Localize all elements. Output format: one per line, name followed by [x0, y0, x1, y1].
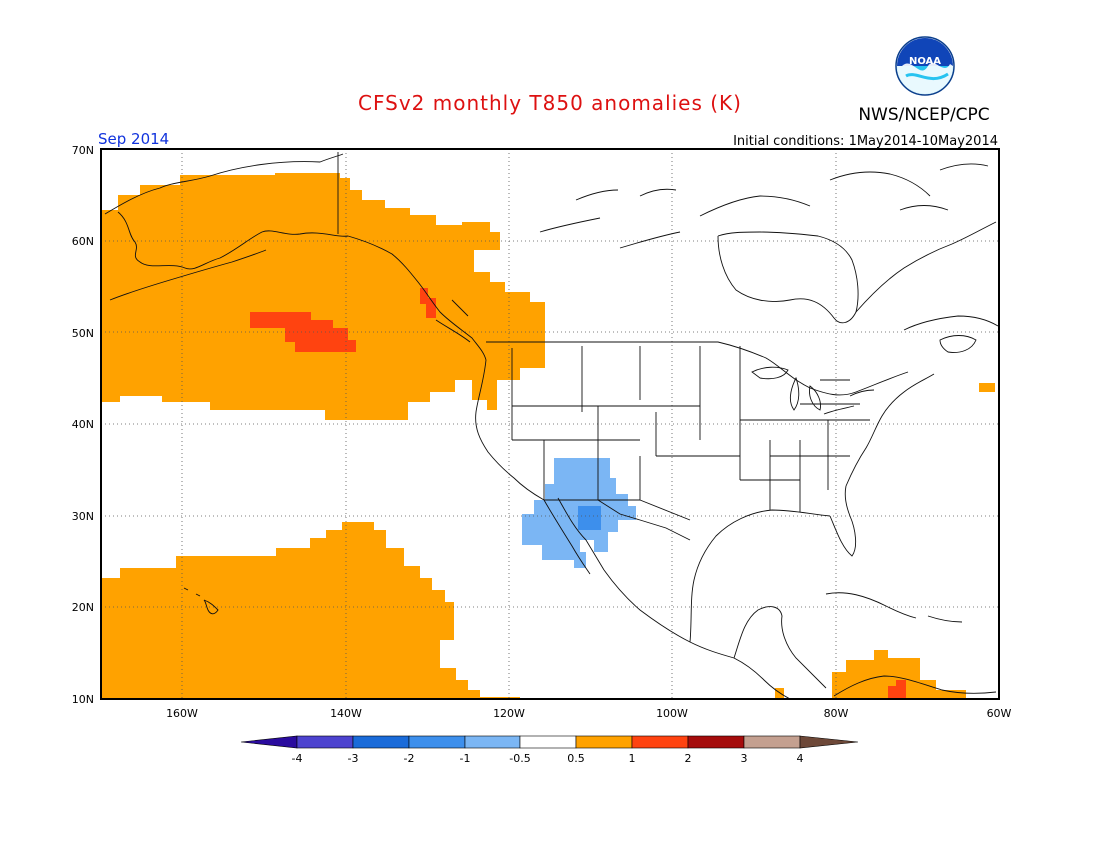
lat-tick-label: 30N — [72, 510, 94, 523]
lon-tick-label: 120W — [493, 707, 525, 720]
colorbar-label: -3 — [348, 752, 359, 765]
colorbar-label: -0.5 — [509, 752, 530, 765]
colorbar-bin — [519, 735, 577, 749]
colorbar-arrow-high — [799, 735, 859, 749]
colorbar-label: 4 — [797, 752, 804, 765]
lon-tick-label: 80W — [824, 707, 849, 720]
colorbar-label: 1 — [629, 752, 636, 765]
colorbar-arrow-low — [240, 735, 298, 749]
map-frame — [100, 148, 1000, 700]
lon-ticks: 160W 140W 120W 100W 80W 60W — [166, 707, 1011, 720]
noaa-logo: NOAA — [895, 36, 955, 96]
initial-conditions: Initial conditions: 1May2014-10May2014 — [733, 134, 998, 149]
warm-anomaly-subtropical-pacific — [101, 522, 520, 699]
colorbar-bin — [352, 735, 410, 749]
lon-tick-label: 140W — [330, 707, 362, 720]
lat-tick-label: 60N — [72, 235, 94, 248]
colorbar: -4 -3 -2 -1 -0.5 0.5 1 2 3 4 — [240, 735, 859, 765]
political-borders — [511, 346, 870, 541]
logo-text: NOAA — [909, 56, 941, 67]
warm-core-southeast-alaska — [420, 288, 436, 318]
colorbar-label: -4 — [292, 752, 303, 765]
warm-spot-north-atlantic — [979, 383, 995, 392]
graticule — [101, 149, 999, 699]
colorbar-label: 2 — [685, 752, 692, 765]
lat-tick-label: 70N — [72, 144, 94, 157]
lat-tick-label: 50N — [72, 327, 94, 340]
colorbar-bin — [687, 735, 745, 749]
agency-label: NWS/NCEP/CPC — [858, 105, 989, 125]
colorbar-bin — [408, 735, 466, 749]
map-area — [101, 149, 999, 699]
colorbar-bin — [631, 735, 689, 749]
chart-title: CFSv2 monthly T850 anomalies (K) — [358, 91, 742, 115]
warm-anomaly-northeast-pacific — [101, 173, 545, 420]
coastlines — [104, 152, 999, 699]
lat-tick-label: 20N — [72, 601, 94, 614]
anomaly-shading — [101, 173, 995, 699]
colorbar-bin — [296, 735, 354, 749]
colorbar-bin — [575, 735, 633, 749]
warm-core-gulf-of-alaska — [250, 312, 356, 352]
warm-spot-central-america — [775, 688, 784, 699]
lat-ticks: 70N 60N 50N 40N 30N 20N 10N — [72, 144, 94, 706]
lon-tick-label: 60W — [987, 707, 1012, 720]
warm-core-venezuela — [888, 680, 906, 699]
lat-tick-label: 40N — [72, 418, 94, 431]
lon-tick-label: 100W — [656, 707, 688, 720]
colorbar-label: 0.5 — [567, 752, 585, 765]
colorbar-bin — [464, 735, 521, 749]
lat-tick-label: 10N — [72, 693, 94, 706]
colorbar-label: 3 — [741, 752, 748, 765]
lon-tick-label: 160W — [166, 707, 198, 720]
colorbar-label: -2 — [404, 752, 415, 765]
cool-core-sonora — [578, 506, 601, 530]
colorbar-label: -1 — [460, 752, 471, 765]
forecast-month: Sep 2014 — [98, 130, 169, 148]
colorbar-bin — [743, 735, 801, 749]
